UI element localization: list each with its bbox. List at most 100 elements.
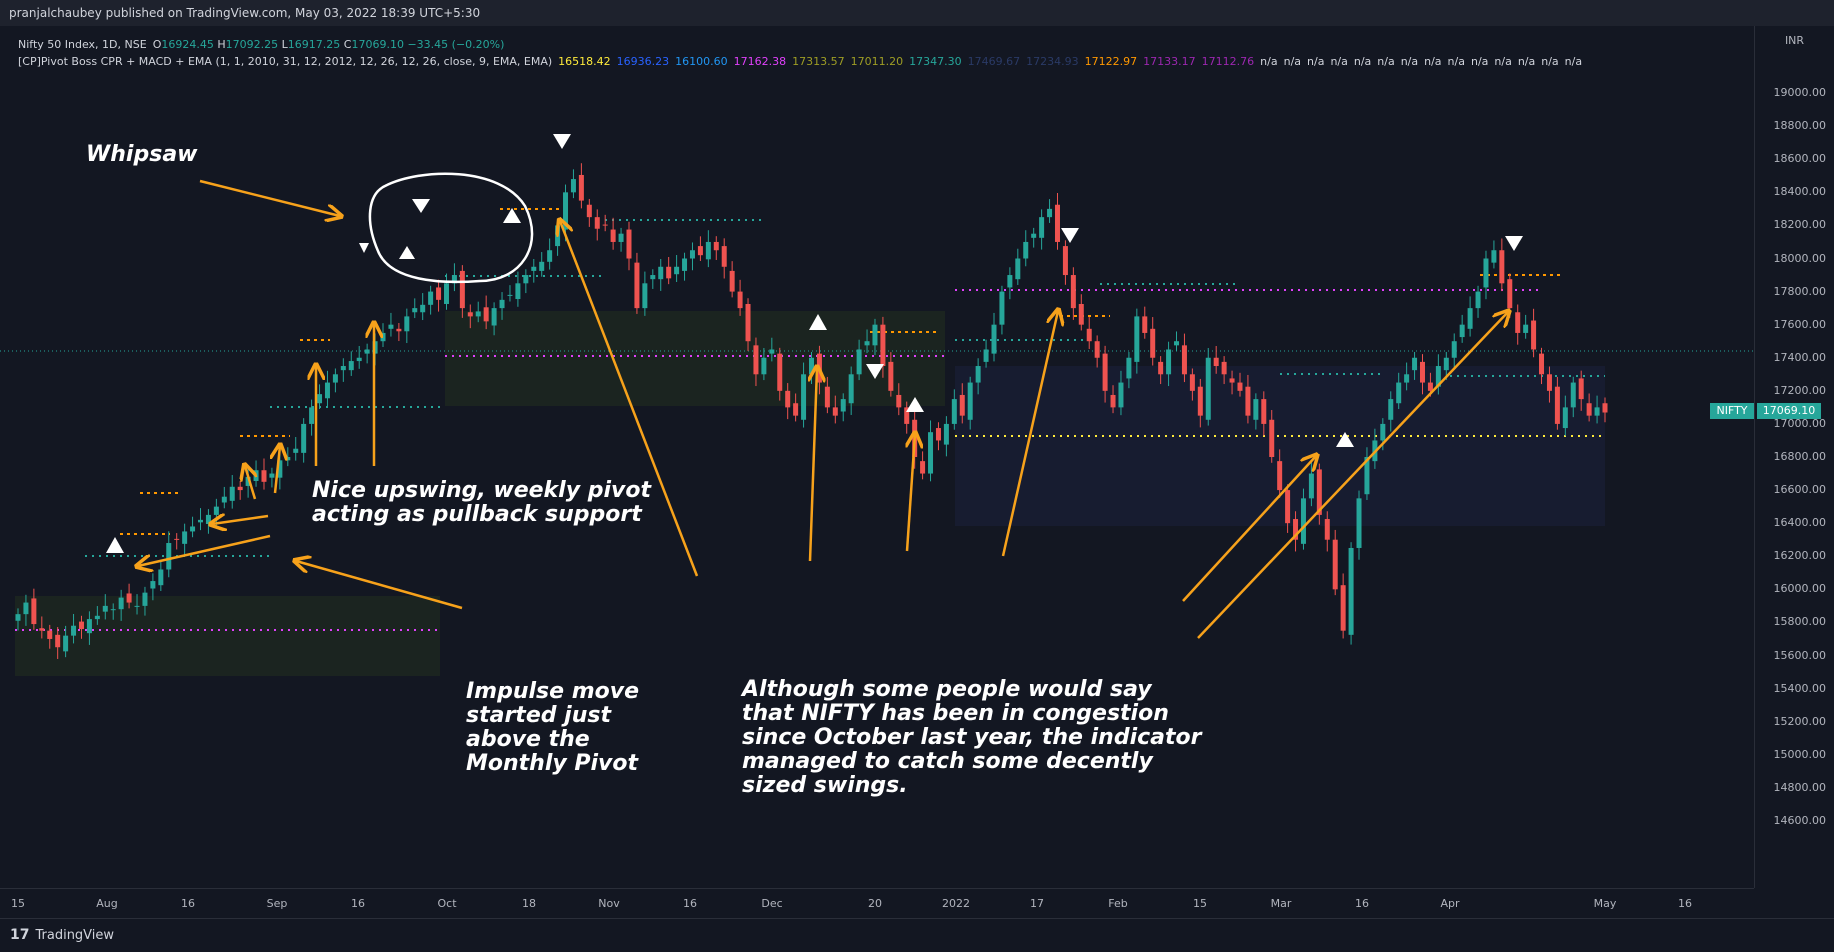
- candle-body: [229, 486, 235, 501]
- price-tick-label: 17600.00: [1773, 317, 1827, 331]
- footer: 17 TradingView: [0, 918, 1834, 952]
- annotation-line: sized swings.: [742, 773, 908, 798]
- indicator-na-value: n/a: [1447, 55, 1465, 68]
- indicator-value: 17122.97: [1084, 55, 1138, 68]
- sell-signal-triangle: [866, 364, 884, 379]
- price-tick-label: 15800.00: [1773, 615, 1827, 629]
- tradingview-logo-icon: 17: [10, 927, 30, 943]
- candle-body: [277, 460, 283, 478]
- candle-body: [737, 291, 743, 309]
- indicator-value: 17234.93: [1026, 55, 1079, 68]
- indicator-value: 17011.20: [850, 55, 904, 68]
- candle-body: [1348, 547, 1354, 635]
- candle-body: [475, 311, 481, 317]
- close-label: C: [343, 38, 352, 51]
- candle-body: [459, 270, 465, 309]
- candle-body: [1586, 403, 1592, 416]
- price-axis[interactable]: INR 19000.00 18800.00 18600.00 18400.00 1820…: [1754, 26, 1834, 888]
- candle-body: [801, 374, 807, 420]
- ohlc-row: Nifty 50 Index, 1D, NSE O16924.45 H17092…: [18, 36, 1588, 53]
- candle-body: [1364, 457, 1370, 495]
- sell-signal-triangle: [412, 199, 430, 213]
- time-axis[interactable]: 15 Aug 16 Sep 16 Oct 18 Nov 16 Dec 20 2022 17 Feb 15 Ma…: [0, 888, 1754, 918]
- candle-body: [1491, 250, 1497, 263]
- time-tick-label: 15: [11, 897, 25, 910]
- candle-body: [110, 609, 116, 611]
- candle-body: [1174, 341, 1180, 346]
- candle-body: [713, 241, 719, 251]
- close-value: 17069.10: [351, 38, 404, 51]
- candle-body: [31, 598, 37, 625]
- candle-body: [1602, 403, 1608, 413]
- indicator-value: 17469.67: [967, 55, 1021, 68]
- candle-body: [1308, 473, 1314, 499]
- symbol-label[interactable]: Nifty 50 Index, 1D, NSE: [18, 38, 147, 51]
- ohlc-values: O16924.45 H17092.25 L16917.25 C17069.10 …: [153, 36, 505, 53]
- candle-body: [689, 250, 695, 259]
- candle-body: [332, 374, 338, 383]
- candle-body: [1047, 208, 1053, 218]
- candle-body: [1197, 386, 1203, 416]
- chart-area[interactable]: Whipsaw Nice upswing, weekly pivot actin…: [0, 26, 1754, 888]
- candle-body: [872, 324, 878, 346]
- buy-signal-triangle: [503, 208, 521, 223]
- indicator-na-value: n/a: [1353, 55, 1372, 68]
- indicator-label[interactable]: [CP]Pivot Boss CPR + MACD + EMA (1, 1, 2…: [18, 55, 553, 68]
- price-chart[interactable]: [0, 26, 1754, 888]
- signal-triangles: [106, 134, 1523, 553]
- indicator-value: 17347.30: [909, 55, 962, 68]
- candle-body: [1245, 386, 1251, 416]
- candle-body: [666, 266, 672, 279]
- candle-body: [634, 262, 640, 309]
- candle-body: [1015, 258, 1021, 280]
- candle-body: [467, 312, 473, 317]
- candles: [15, 163, 1608, 659]
- candle-body: [317, 394, 323, 404]
- candle-body: [531, 266, 537, 271]
- candle-body: [848, 374, 854, 404]
- time-tick-label: Feb: [1108, 897, 1128, 910]
- upswing-annotation: Nice upswing, weekly pivot acting as pul…: [312, 479, 651, 527]
- tradingview-brand[interactable]: 17 TradingView: [10, 927, 114, 943]
- candle-body: [967, 382, 973, 420]
- candle-body: [1316, 469, 1322, 515]
- candle-body: [594, 217, 600, 229]
- candle-body: [1142, 316, 1148, 333]
- candle-body: [198, 519, 204, 523]
- candle-body: [769, 349, 775, 354]
- candle-body: [388, 324, 394, 329]
- candle-body: [404, 316, 410, 332]
- candle-body: [515, 283, 521, 300]
- buy-signal-triangle: [809, 314, 827, 330]
- candle-body: [1126, 357, 1132, 379]
- open-label: O: [152, 38, 162, 51]
- annotation-line: managed to catch some decently: [742, 749, 1153, 774]
- buy-signal-triangle: [906, 397, 924, 412]
- candle-body: [793, 403, 799, 416]
- indicator-na-value: n/a: [1330, 55, 1348, 68]
- candle-body: [102, 605, 108, 612]
- upswing-arrow: [212, 516, 269, 524]
- candle-body: [158, 569, 164, 586]
- candle-body: [563, 192, 569, 230]
- open-value: 16924.45: [161, 38, 214, 51]
- price-tick-label: 15000.00: [1773, 747, 1827, 761]
- chart-legend[interactable]: Nifty 50 Index, 1D, NSE O16924.45 H17092…: [18, 36, 1588, 70]
- candle-body: [1078, 303, 1084, 325]
- annotation-line: Although some people would say: [742, 677, 1152, 702]
- candle-body: [761, 357, 767, 375]
- candle-body: [1594, 407, 1600, 416]
- candle-body: [1007, 275, 1013, 288]
- candle-body: [547, 250, 553, 262]
- whipsaw-arrow: [199, 179, 340, 216]
- congestion-arrow: [907, 434, 915, 552]
- upswing-arrow: [138, 534, 271, 566]
- upswing-arrow: [275, 446, 280, 494]
- candle-body: [340, 366, 346, 371]
- indicator-na-value: n/a: [1377, 55, 1395, 68]
- candle-body: [150, 581, 156, 589]
- candle-body: [586, 204, 592, 218]
- congestion-arrow: [1182, 456, 1316, 602]
- candle-body: [570, 179, 576, 193]
- publish-bar: pranjalchaubey published on TradingView.…: [0, 0, 1834, 26]
